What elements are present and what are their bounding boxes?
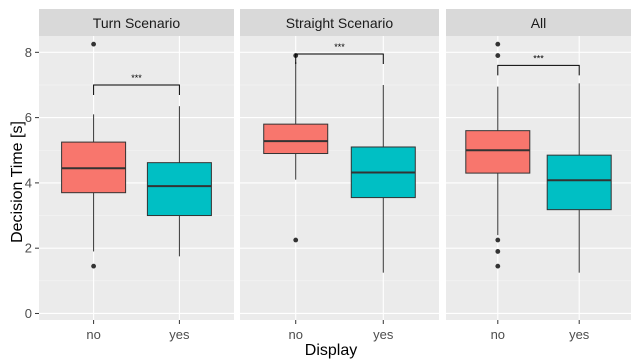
box-body xyxy=(263,123,329,155)
box-no xyxy=(61,41,127,269)
x-tick-label-yes: yes xyxy=(373,327,394,342)
facet-strip-2 xyxy=(446,9,631,36)
facet-panel-1: Straight Scenario *** no yes xyxy=(240,9,439,342)
y-axis-title: Decision Time [s] xyxy=(9,121,26,243)
significance-label: *** xyxy=(533,53,544,63)
facet-panel-0: Turn Scenario *** no yes xyxy=(39,9,234,342)
box-yes xyxy=(146,106,212,257)
box-yes xyxy=(350,84,416,273)
x-tick-label-yes: yes xyxy=(569,327,590,342)
facet-title-2: All xyxy=(531,15,547,31)
outlier-point xyxy=(495,263,501,269)
facet-strip-0 xyxy=(39,9,234,36)
box-body xyxy=(465,130,531,174)
facet-strip-1 xyxy=(240,9,439,36)
box-no xyxy=(263,53,329,243)
outlier-point xyxy=(495,53,501,58)
outlier-point xyxy=(495,41,501,47)
significance-bracket xyxy=(497,64,580,76)
facet-title-1: Straight Scenario xyxy=(286,15,394,31)
y-tick-label-3: 6 xyxy=(25,110,32,125)
significance-bracket xyxy=(295,53,384,64)
box-yes xyxy=(546,83,612,273)
facet-panel-2: All *** no yes xyxy=(446,9,631,342)
significance-bracket xyxy=(93,84,180,95)
x-tick-label-no: no xyxy=(86,327,100,342)
outlier-point xyxy=(495,249,501,254)
significance-label: *** xyxy=(334,42,345,52)
outlier-point xyxy=(91,41,96,47)
y-tick-label-0: 0 xyxy=(25,306,32,321)
outlier-point xyxy=(495,237,501,243)
outlier-point xyxy=(91,263,96,269)
outlier-point xyxy=(293,237,299,243)
box-no xyxy=(465,41,531,269)
x-axis-title: Display xyxy=(305,342,357,359)
y-tick-label-4: 8 xyxy=(25,45,32,60)
x-tick-label-yes: yes xyxy=(169,327,190,342)
significance-label: *** xyxy=(131,73,142,83)
box-body xyxy=(546,154,612,211)
y-tick-label-2: 4 xyxy=(25,175,32,190)
x-tick-label-no: no xyxy=(288,327,302,342)
y-tick-label-1: 2 xyxy=(25,241,32,256)
facet-title-0: Turn Scenario xyxy=(93,15,181,31)
box-body xyxy=(146,162,212,217)
x-tick-label-no: no xyxy=(491,327,505,342)
